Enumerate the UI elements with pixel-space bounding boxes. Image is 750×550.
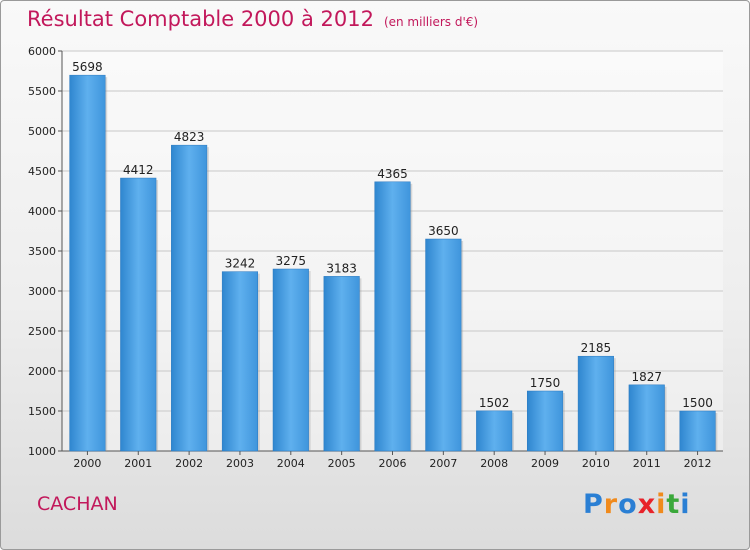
y-tick-label: 2000 <box>28 365 56 378</box>
logo-letter: o <box>618 489 638 520</box>
x-tick-label: 2003 <box>226 457 254 470</box>
value-label: 4365 <box>377 167 408 181</box>
value-label: 1750 <box>530 376 561 390</box>
value-label: 1502 <box>479 396 510 410</box>
city-name: CACHAN <box>37 493 118 515</box>
y-tick-label: 3500 <box>28 245 56 258</box>
y-tick-label: 4500 <box>28 165 56 178</box>
y-tick-label: 5500 <box>28 85 56 98</box>
bar-2010 <box>577 355 614 452</box>
y-tick-label: 6000 <box>28 45 56 58</box>
value-label: 4823 <box>174 130 205 144</box>
x-tick-label: 2005 <box>328 457 356 470</box>
y-tick-label: 2500 <box>28 325 56 338</box>
logo-letter: t <box>666 489 681 520</box>
logo-letter: P <box>583 489 604 520</box>
x-tick-label: 2006 <box>379 457 407 470</box>
bar-2001 <box>120 177 157 452</box>
x-tick-label: 2010 <box>582 457 610 470</box>
bar-2011 <box>628 384 665 452</box>
logo-letter: r <box>603 489 619 520</box>
y-tick-label: 5000 <box>28 125 56 138</box>
logo-letter: x <box>637 489 657 520</box>
x-tick-label: 2009 <box>531 457 559 470</box>
logo-letter: i <box>680 489 691 520</box>
bar-2005 <box>323 276 360 452</box>
x-tick-label: 2002 <box>175 457 203 470</box>
value-label: 1827 <box>631 370 662 384</box>
bar-2000 <box>69 74 106 452</box>
chart-title: Résultat Comptable 2000 à 2012 (en millie… <box>27 7 478 31</box>
x-tick-label: 2011 <box>633 457 661 470</box>
bar-2007 <box>425 238 462 452</box>
x-tick-label: 2001 <box>124 457 152 470</box>
chart-subtitle: (en milliers d'€) <box>383 15 479 29</box>
value-label: 3650 <box>428 224 459 238</box>
x-tick-label: 2000 <box>73 457 101 470</box>
x-tick-label: 2012 <box>684 457 712 470</box>
value-label: 2185 <box>581 341 612 355</box>
value-label: 3275 <box>276 254 307 268</box>
bar-chart: 1000 1500 2000 2500 3000 3500 4000 4500 5000 5500… <box>28 45 723 470</box>
chart-title-text: Résultat Comptable 2000 à 2012 <box>27 7 374 31</box>
y-tick-label: 3000 <box>28 285 56 298</box>
logo-letter: i <box>656 489 667 520</box>
x-tick-label: 2004 <box>277 457 305 470</box>
bar-2009 <box>526 390 564 452</box>
x-tick-label: 2008 <box>480 457 508 470</box>
bar-2003 <box>221 271 259 452</box>
bar-2008 <box>476 410 513 452</box>
y-tick-label: 4000 <box>28 205 56 218</box>
bar-2002 <box>171 144 208 452</box>
bar-2006 <box>374 181 411 452</box>
proxiti-logo[interactable]: Proxiti <box>583 489 691 520</box>
value-label: 3242 <box>225 257 256 271</box>
y-tick-label: 1500 <box>28 405 56 418</box>
value-label: 5698 <box>72 60 103 74</box>
value-label: 4412 <box>123 163 154 177</box>
x-tick-label: 2007 <box>429 457 457 470</box>
bar-2012 <box>679 410 716 452</box>
value-label: 3183 <box>326 261 357 275</box>
value-label: 1500 <box>682 396 713 410</box>
bar-2004 <box>272 268 309 452</box>
y-tick-label: 1000 <box>28 445 56 458</box>
